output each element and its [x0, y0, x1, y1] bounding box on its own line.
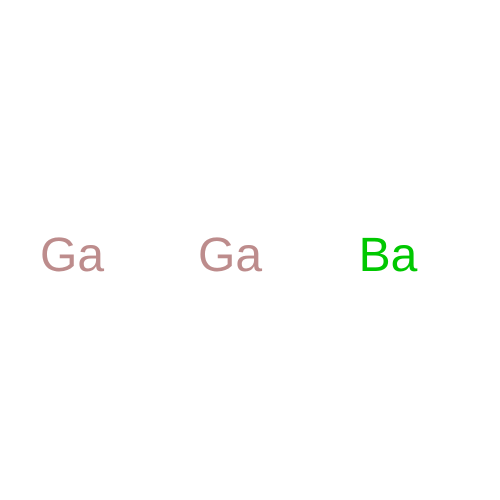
atom-ga-0: Ga: [40, 232, 104, 280]
molecule-canvas: Ga Ga Ba: [0, 0, 500, 500]
atom-ga-1: Ga: [198, 232, 262, 280]
atom-ba-2: Ba: [359, 232, 418, 280]
